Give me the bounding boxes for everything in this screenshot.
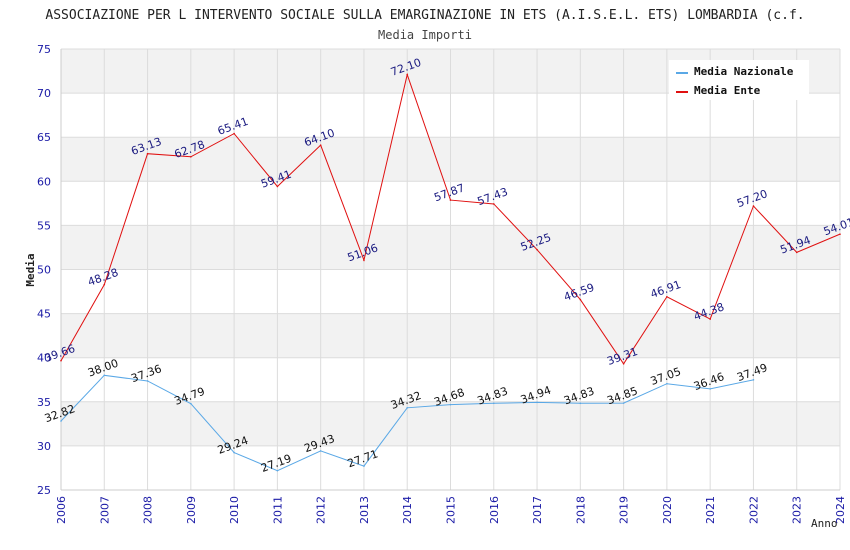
y-tick-65: 65 <box>37 131 51 144</box>
data-point-media-nazionale <box>492 402 495 405</box>
x-tick-2015: 2015 <box>445 496 458 524</box>
chart-subtitle: Media Importi <box>378 28 472 42</box>
x-tick-2009: 2009 <box>185 496 198 524</box>
x-axis-label: Anno <box>811 517 838 530</box>
legend-box <box>669 60 809 100</box>
data-point-media-ente <box>276 185 279 188</box>
x-tick-2014: 2014 <box>401 496 414 524</box>
data-point-media-nazionale <box>276 469 279 472</box>
x-tick-2018: 2018 <box>574 496 587 524</box>
data-point-media-nazionale <box>319 450 322 452</box>
series-group <box>60 72 841 472</box>
legend-label-media-ente: Media Ente <box>694 84 761 97</box>
data-point-media-ente <box>752 205 755 207</box>
data-point-media-nazionale <box>666 382 668 385</box>
data-point-media-ente <box>449 199 452 201</box>
data-point-media-nazionale <box>190 402 192 405</box>
data-point-media-ente <box>839 233 841 235</box>
data-point-media-nazionale <box>579 402 582 405</box>
y-tick-50: 50 <box>37 264 51 277</box>
data-point-media-ente <box>146 152 149 155</box>
data-point-media-ente <box>579 298 582 301</box>
data-point-media-ente <box>406 73 409 76</box>
x-tick-2020: 2020 <box>661 496 674 524</box>
x-tick-2023: 2023 <box>791 496 804 524</box>
data-point-media-ente <box>103 283 106 286</box>
data-point-media-ente <box>319 144 322 146</box>
data-point-media-ente <box>190 155 192 158</box>
y-tick-70: 70 <box>37 87 51 100</box>
y-tick-25: 25 <box>37 484 51 497</box>
y-axis-ticks: 25 30 35 40 45 50 55 60 65 70 75 <box>37 43 51 497</box>
data-point-media-ente <box>622 362 625 365</box>
data-point-media-nazionale <box>103 374 106 377</box>
x-tick-2010: 2010 <box>228 496 241 524</box>
y-axis-label: Media <box>24 253 37 286</box>
data-point-media-ente <box>709 318 711 320</box>
data-point-media-ente <box>233 132 235 135</box>
x-tick-2019: 2019 <box>618 496 631 524</box>
data-point-media-nazionale <box>622 402 625 404</box>
data-point-media-nazionale <box>406 406 409 409</box>
data-point-media-nazionale <box>233 451 235 454</box>
x-tick-2008: 2008 <box>142 496 155 524</box>
chart-title: ASSOCIAZIONE PER L INTERVENTO SOCIALE SU… <box>45 8 804 23</box>
y-tick-55: 55 <box>37 219 51 232</box>
y-tick-45: 45 <box>37 308 51 321</box>
data-point-media-ente <box>536 248 538 251</box>
y-tick-75: 75 <box>37 43 51 56</box>
x-tick-2007: 2007 <box>98 496 111 524</box>
data-point-media-ente <box>363 259 365 261</box>
x-tick-2022: 2022 <box>747 496 760 524</box>
data-point-media-nazionale <box>536 401 538 404</box>
gridlines <box>60 48 841 491</box>
y-tick-30: 30 <box>37 440 51 453</box>
data-point-media-nazionale <box>449 403 452 406</box>
data-point-media-ente <box>795 251 798 254</box>
x-tick-2024: 2024 <box>834 496 847 524</box>
y-tick-40: 40 <box>37 352 51 365</box>
y-tick-60: 60 <box>37 175 51 188</box>
legend-label-media-nazionale: Media Nazionale <box>694 65 794 78</box>
data-point-media-nazionale <box>363 465 365 467</box>
x-tick-2013: 2013 <box>358 496 371 524</box>
x-tick-2011: 2011 <box>271 496 284 524</box>
data-point-media-nazionale <box>709 388 711 390</box>
data-point-media-ente <box>666 295 668 298</box>
data-point-media-ente <box>60 359 62 362</box>
data-point-media-ente <box>492 203 495 205</box>
legend: Media Nazionale Media Ente <box>669 60 809 100</box>
data-point-media-nazionale <box>60 420 62 422</box>
x-tick-2012: 2012 <box>315 496 328 524</box>
data-point-media-nazionale <box>146 380 149 382</box>
data-point-media-nazionale <box>752 379 755 381</box>
y-tick-35: 35 <box>37 396 51 409</box>
x-tick-2017: 2017 <box>531 496 544 524</box>
x-tick-2016: 2016 <box>488 496 501 524</box>
x-tick-2021: 2021 <box>704 496 717 524</box>
x-tick-2006: 2006 <box>55 496 68 524</box>
x-axis-ticks: 2006 2007 2008 2009 2010 2011 2012 2013 2014 2015… <box>55 496 847 524</box>
